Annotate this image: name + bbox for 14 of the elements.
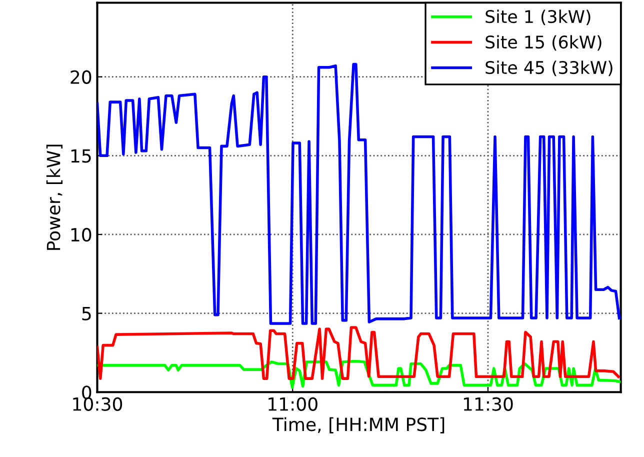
y-tick-label: 10: [71, 228, 92, 242]
line-series: [97, 326, 620, 380]
y-axis-title: Power, [kW]: [46, 144, 62, 250]
x-axis-title: Time, [HH:MM PST]: [272, 417, 444, 434]
y-tick-label: 15: [71, 149, 91, 163]
x-tick-label: 11:30: [464, 397, 513, 411]
x-tick-label: 10:30: [73, 397, 122, 411]
x-tick-label: 11:00: [268, 397, 318, 411]
legend-label: Site 1 (3kW): [486, 10, 590, 26]
legend-label: Site 45 (33kW): [486, 60, 612, 76]
line-series: [97, 62, 621, 325]
legend-label: Site 15 (6kW): [486, 35, 602, 51]
y-tick-label: 5: [82, 306, 91, 320]
y-tick-label: 20: [70, 70, 92, 84]
